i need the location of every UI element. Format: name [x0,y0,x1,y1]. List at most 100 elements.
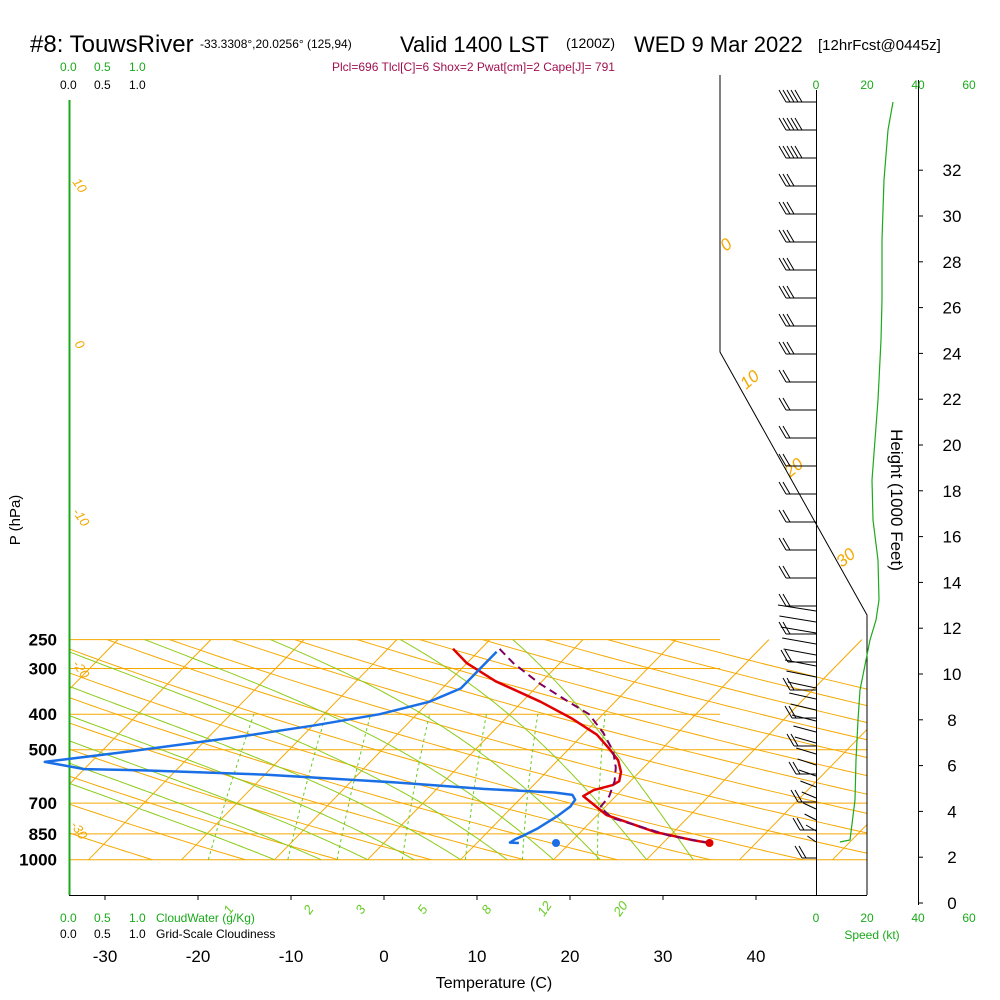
mixing-ratio-label: 5 [414,902,431,917]
speed-tick: 60 [962,911,976,925]
surface-temperature-dot [705,839,714,847]
wind-barb [797,758,817,766]
mixing-ratio-label: 12 [534,898,555,919]
mixing-ratio-line [207,714,255,860]
mixing-ratio-label: 2 [300,902,317,918]
height-tick-label: 26 [943,299,962,318]
dry-adiabats [69,639,867,861]
wind-barb [786,733,816,747]
speed-tick: 20 [860,78,874,92]
wind-barb [788,761,816,775]
wind-barb [804,813,817,821]
mixing-ratio-line [521,714,539,860]
dry-adiabat-label: 0 [72,337,89,352]
moist-adiabat [69,740,368,861]
cloudwater-label: CloudWater (g/Kg) [156,911,255,925]
wind-barb [782,637,817,645]
height-tick-label: 22 [943,390,962,409]
moist-adiabat [69,762,322,861]
dry-adiabat [357,639,867,777]
wind-barb [778,481,816,495]
height-tick-label: 20 [943,436,962,455]
mixing-ratio-label: 8 [478,902,495,917]
speed-tick: 0 [813,78,820,92]
dry-adiabat [544,639,867,724]
dry-adiabat [482,639,867,741]
wind-barb [779,615,817,623]
cloud-tick: 0.5 [94,78,111,92]
wind-barb [778,453,816,467]
pressure-tick-label: 250 [29,631,57,650]
isotherm-line [88,639,305,861]
height-tick-label: 10 [943,665,962,684]
mixing-ratio-lines [207,714,606,860]
wind-barb [780,626,817,634]
cloud-tick: 0.5 [94,911,111,925]
wind-barb [793,725,817,733]
moist-adiabat [69,651,508,861]
wind-barb [778,173,816,187]
height-tick-label: 24 [943,344,962,363]
wind-barb [778,341,816,355]
dry-adiabat [106,639,867,854]
dry-adiabat [294,639,867,795]
wind-barb [778,593,816,607]
moist-adiabat [69,782,275,861]
wind-barb [778,89,816,103]
speed-tick: 20 [860,911,874,925]
indices-line: Plcl=696 Tlcl[C]=6 Shox=2 Pwat[cm]=2 Cap… [332,60,615,74]
wind-barb [798,769,817,777]
dry-adiabat [607,639,867,707]
speed-tick: 60 [962,78,976,92]
wind-barb [792,817,816,831]
mixing-ratio-label: 20 [610,898,632,920]
pressure-tick-label: 500 [29,741,57,760]
height-tick-label: 30 [943,207,962,226]
wind-barb [778,313,816,327]
wind-barb [787,681,817,689]
dry-adiabat [69,775,339,861]
surface-dewpoint-dot [552,839,560,847]
wind-barbs [777,89,817,859]
wind-speed-profile [839,101,894,843]
temperature-tick-label: 0 [379,947,388,966]
isotherm-line [460,639,677,861]
isotherm-line [0,640,25,860]
speed-axis-title: Speed (kt) [844,928,899,942]
panel-outline [719,75,868,895]
wind-barb [791,714,817,722]
mixing-ratio-label: 3 [352,902,369,917]
dry-adiabat [169,639,867,834]
isotherm-line [69,639,212,786]
temperature-axis: -30 -20 -10 0 10 20 30 40 [93,895,765,966]
isotherm-line [69,639,119,691]
height-tick-label: 6 [947,757,956,776]
wind-barb [794,736,817,744]
height-tick-label: 14 [943,573,962,592]
height-axis-title: Height (1000 Feet) [887,429,906,571]
height-tick-label: 12 [943,619,962,638]
wind-barb [796,747,817,755]
height-tick-label: 8 [947,711,956,730]
dry-adiabat [69,803,246,861]
moist-adiabat [144,639,554,861]
temperature-tick-label: -10 [279,947,304,966]
zulu-time: (1200Z) [566,35,615,51]
parcel-line [498,648,710,844]
dewpoint-line [43,650,577,845]
wind-barb [789,692,817,700]
temperature-tick-label: 10 [468,947,487,966]
moist-labels: 0 10 20 30 [716,234,859,571]
pressure-tick-label: 300 [29,660,57,679]
wind-barb [782,677,816,691]
wind-barb [778,369,816,383]
forecast-label: [12hrFcst@0445z] [818,37,941,54]
dry-adiabat-label: 10 [70,175,91,196]
speed-scale-top: 0 20 40 60 [813,78,976,92]
wind-barb [778,285,816,299]
dry-adiabat-label: -20 [70,657,94,682]
temperature-tick-label: 20 [561,947,580,966]
wind-barb [801,791,817,799]
